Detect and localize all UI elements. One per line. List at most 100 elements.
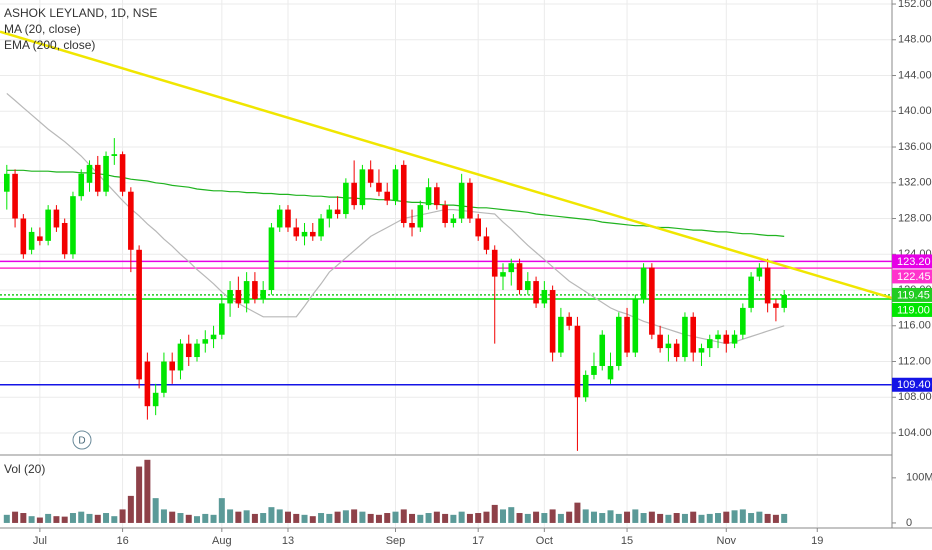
candle-body bbox=[53, 209, 60, 228]
candle-body bbox=[450, 218, 457, 223]
volume-bar bbox=[177, 513, 184, 523]
candle-body bbox=[541, 290, 548, 304]
candle-body bbox=[458, 182, 465, 219]
volume-bar bbox=[442, 513, 449, 523]
candle-body bbox=[533, 281, 539, 304]
candle-body bbox=[599, 334, 606, 366]
volume-bar bbox=[516, 513, 523, 523]
volume-bar bbox=[756, 511, 763, 523]
candle-body bbox=[483, 236, 490, 250]
volume-bar bbox=[334, 511, 341, 523]
volume-bar bbox=[748, 513, 755, 523]
chart-title: ASHOK LEYLAND, 1D, NSE bbox=[4, 6, 157, 20]
volume-bar bbox=[293, 513, 300, 523]
volume-bar bbox=[45, 513, 52, 523]
candle-body bbox=[442, 205, 448, 223]
candle-body bbox=[409, 222, 415, 228]
x-tick-label: Jul bbox=[33, 535, 47, 547]
volume-bar bbox=[417, 514, 424, 523]
dividend-icon-label[interactable]: D bbox=[78, 436, 85, 447]
candle-body bbox=[152, 392, 159, 407]
volume-bar bbox=[483, 511, 490, 523]
volume-bar bbox=[640, 513, 647, 523]
volume-bar bbox=[111, 516, 118, 523]
volume-bar bbox=[210, 514, 217, 523]
volume-bar bbox=[681, 513, 688, 523]
volume-bar bbox=[218, 498, 225, 523]
volume-bar bbox=[574, 502, 581, 523]
dividend-icon[interactable] bbox=[72, 430, 92, 450]
candle-body bbox=[748, 276, 754, 308]
volume-bar bbox=[541, 513, 548, 523]
level-label: 119.45 bbox=[897, 289, 930, 301]
volume-bar bbox=[466, 513, 473, 523]
volume-bar bbox=[590, 511, 597, 523]
candle-body bbox=[318, 218, 324, 237]
level-label: 123.20 bbox=[897, 256, 931, 268]
volume-bar bbox=[351, 509, 358, 523]
volume-bar bbox=[624, 511, 631, 523]
volume-tick-label: 100M bbox=[906, 472, 932, 484]
x-tick-label: 19 bbox=[811, 535, 823, 547]
candle-body bbox=[756, 267, 763, 277]
candle-body bbox=[37, 236, 43, 241]
volume-bar bbox=[425, 513, 432, 523]
volume-bar bbox=[772, 514, 779, 523]
volume-bar bbox=[731, 510, 738, 523]
candle-body bbox=[12, 173, 18, 219]
candle-body bbox=[86, 164, 93, 183]
volume-bar bbox=[367, 513, 374, 523]
volume-bar bbox=[739, 509, 746, 523]
candle-body bbox=[491, 249, 498, 277]
x-tick-label: Sep bbox=[386, 535, 406, 547]
candle-body bbox=[343, 182, 349, 215]
candle-body bbox=[400, 164, 407, 223]
y-tick-label: 136.00 bbox=[898, 141, 932, 153]
candle-body bbox=[359, 169, 366, 206]
level-label-box bbox=[892, 377, 932, 392]
volume-bar bbox=[318, 513, 325, 523]
volume-bar bbox=[599, 513, 606, 523]
volume-bar bbox=[342, 510, 349, 523]
candle-body bbox=[161, 361, 167, 393]
candle-body bbox=[640, 267, 647, 299]
volume-bar bbox=[500, 509, 506, 523]
candle-body bbox=[235, 290, 242, 304]
candle-body bbox=[425, 187, 432, 206]
candle-body bbox=[558, 316, 564, 353]
candle-body bbox=[549, 290, 556, 353]
candle-body bbox=[475, 218, 481, 237]
candle-body bbox=[384, 191, 391, 201]
volume-bar bbox=[607, 510, 614, 523]
x-tick-label: 13 bbox=[282, 535, 294, 547]
candle-body bbox=[417, 205, 424, 228]
level-label-box bbox=[892, 269, 932, 284]
volume-bar bbox=[458, 511, 465, 523]
level-label: 122.45 bbox=[897, 271, 931, 283]
volume-bar bbox=[202, 513, 209, 523]
candle-body bbox=[227, 290, 233, 304]
legend-entry: MA (20, close) bbox=[4, 22, 81, 36]
volume-bar bbox=[673, 513, 680, 523]
candle-body bbox=[194, 343, 200, 358]
volume-bar bbox=[615, 513, 622, 523]
x-tick-label: Aug bbox=[212, 535, 232, 547]
volume-bar bbox=[61, 516, 68, 523]
candle-body bbox=[61, 222, 68, 255]
candle-body bbox=[177, 343, 184, 371]
volume-bar bbox=[698, 514, 705, 523]
candle-body bbox=[673, 343, 680, 358]
legend-entry: EMA (200, close) bbox=[4, 38, 95, 52]
candle-body bbox=[649, 267, 655, 335]
candle-body bbox=[185, 343, 192, 358]
candle-body bbox=[293, 227, 300, 237]
candle-body bbox=[607, 365, 614, 380]
volume-bar bbox=[194, 516, 201, 523]
volume-bar bbox=[103, 513, 110, 523]
volume-bar bbox=[557, 513, 564, 523]
candle-body bbox=[4, 173, 10, 192]
candle-body bbox=[624, 316, 630, 353]
axes: 104.00108.00112.00116.00120.00124.00128.… bbox=[33, 0, 932, 547]
level-label-box bbox=[892, 287, 932, 302]
y-tick-label: 108.00 bbox=[898, 391, 932, 403]
